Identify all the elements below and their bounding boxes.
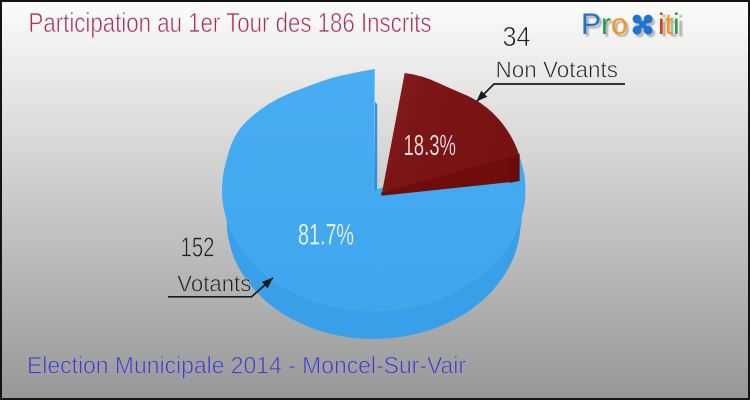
svg-text:152: 152: [181, 232, 215, 263]
svg-text:Votants: Votants: [177, 271, 251, 297]
svg-text:Pro: Pro: [584, 11, 631, 44]
svg-text:Election Municipale 2014 - Mon: Election Municipale 2014 - Moncel-Sur-Va…: [27, 353, 466, 380]
svg-text:Participation au 1er Tour des: Participation au 1er Tour des 186 Inscri…: [29, 7, 432, 38]
svg-text:iti: iti: [658, 8, 680, 41]
svg-text:iti: iti: [661, 11, 685, 44]
svg-text:34: 34: [503, 21, 531, 52]
svg-text:Pro: Pro: [581, 8, 628, 41]
svg-text:18.3%: 18.3%: [404, 130, 457, 162]
svg-text:81.7%: 81.7%: [298, 219, 354, 252]
svg-text:Non Votants: Non Votants: [496, 56, 619, 82]
